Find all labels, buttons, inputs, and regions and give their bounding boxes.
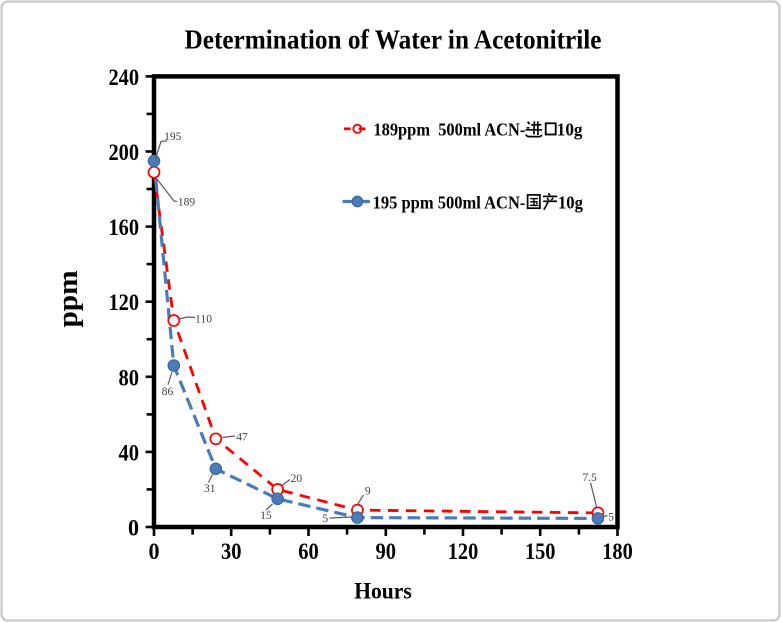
svg-text:9: 9 [365,486,371,498]
svg-text:40: 40 [119,440,140,465]
svg-text:20: 20 [291,473,303,485]
svg-text:195: 195 [164,131,182,143]
svg-text:5: 5 [322,513,328,525]
svg-text:0: 0 [149,539,160,564]
svg-text:31: 31 [204,483,216,495]
svg-text:150: 150 [525,539,556,564]
svg-text:180: 180 [602,539,633,564]
svg-text:30: 30 [221,539,242,564]
svg-text:86: 86 [162,386,174,398]
svg-text:47: 47 [236,432,248,444]
svg-text:7.5: 7.5 [582,472,597,484]
svg-text:10g: 10g [558,192,583,212]
svg-text:90: 90 [376,539,397,564]
svg-text:110: 110 [195,314,212,326]
svg-text:80: 80 [119,365,140,390]
svg-text:Hours: Hours [354,579,412,604]
svg-text:5: 5 [608,512,614,524]
svg-text:60: 60 [298,539,319,564]
svg-text:ppm: ppm [53,271,84,328]
svg-text:10g: 10g [557,120,583,140]
svg-text:160: 160 [109,215,140,240]
svg-text:120: 120 [109,290,140,315]
svg-text:15: 15 [260,510,272,522]
svg-text:Determination of Water in Acet: Determination of Water in Acetonitrile [185,24,602,55]
svg-text:120: 120 [448,539,479,564]
svg-text:195 ppm 500ml ACN-: 195 ppm 500ml ACN- [373,192,526,212]
svg-text:0: 0 [128,516,139,541]
svg-text:189ppm 500ml ACN-: 189ppm 500ml ACN- [373,120,525,140]
svg-text:200: 200 [109,140,140,165]
svg-text:189: 189 [178,197,196,209]
svg-text:240: 240 [109,65,140,90]
